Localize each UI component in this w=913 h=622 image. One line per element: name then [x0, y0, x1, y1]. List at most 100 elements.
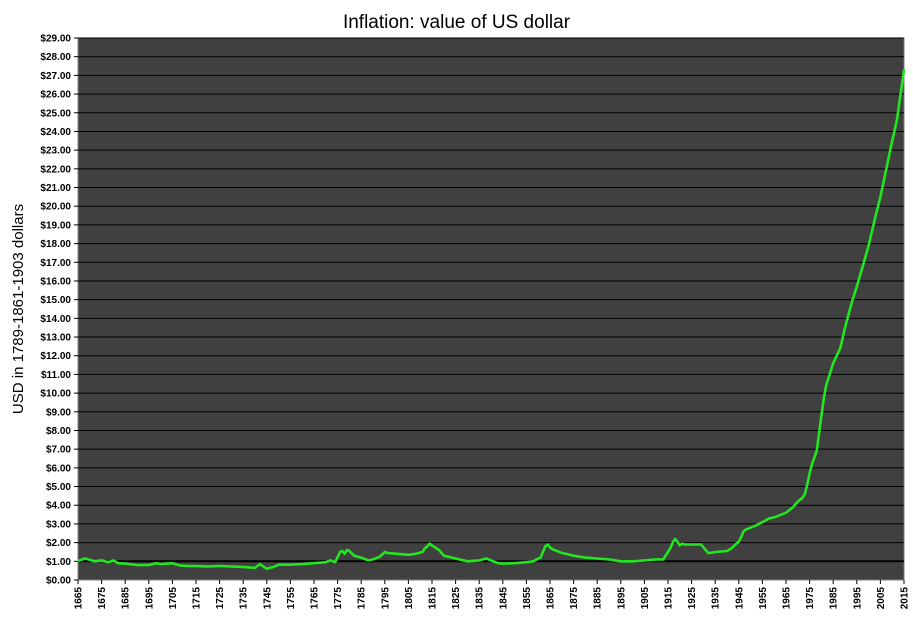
data-point: [735, 542, 738, 545]
data-point: [325, 561, 327, 564]
data-point: [822, 397, 825, 400]
data-point: [761, 521, 764, 523]
data-point: [466, 560, 469, 563]
data-point: [485, 557, 488, 560]
data-point: [277, 563, 280, 566]
data-point: [386, 552, 388, 554]
data-point: [820, 414, 823, 417]
data-point: [851, 300, 853, 303]
data-point: [738, 540, 740, 543]
y-tick-label: $4.00: [46, 501, 71, 512]
data-point: [372, 558, 374, 561]
data-point: [856, 285, 858, 288]
x-tick-label: 1935: [711, 587, 722, 610]
data-point: [136, 564, 138, 566]
data-point: [428, 542, 431, 545]
data-point: [188, 565, 190, 567]
x-tick-label: 1725: [215, 587, 226, 610]
data-point: [839, 347, 842, 350]
data-point: [537, 557, 539, 560]
x-tick-label: 1975: [805, 587, 816, 610]
y-tick-label: $29.00: [40, 34, 71, 45]
data-point: [502, 562, 504, 565]
x-tick-label: 1795: [380, 587, 391, 610]
y-tick-label: $13.00: [40, 333, 71, 344]
data-point: [353, 554, 355, 557]
data-point: [891, 139, 893, 142]
data-point: [490, 559, 492, 562]
data-point: [100, 559, 103, 562]
data-point: [443, 554, 445, 557]
y-tick-label: $26.00: [40, 90, 71, 101]
data-point: [426, 545, 429, 548]
y-tick-label: $3.00: [46, 519, 71, 530]
data-point: [454, 557, 457, 560]
data-point: [818, 433, 820, 436]
data-point: [346, 549, 348, 551]
series-points: [77, 68, 905, 570]
data-point: [421, 551, 424, 553]
data-point: [549, 546, 551, 549]
data-point: [395, 553, 398, 555]
y-tick-label: $14.00: [40, 314, 71, 325]
data-point: [258, 563, 261, 565]
data-point: [655, 558, 657, 561]
data-point: [815, 450, 818, 452]
y-tick-label: $7.00: [46, 445, 71, 456]
x-tick-label: 1965: [782, 587, 793, 610]
y-tick-label: $2.00: [46, 538, 71, 549]
data-point: [608, 558, 610, 561]
data-point: [664, 554, 667, 557]
data-point: [551, 548, 554, 550]
x-tick-label: 1915: [664, 587, 675, 610]
x-tick-label: 1785: [357, 587, 368, 610]
data-point: [903, 68, 905, 71]
data-point: [254, 567, 256, 569]
data-point: [730, 547, 733, 550]
data-point: [542, 551, 544, 553]
data-point: [631, 560, 634, 563]
x-axis-ticks: 1665 1675 1685 1695 1705 1715 1725 1735 1745 1755…: [74, 580, 911, 609]
data-point: [671, 541, 674, 544]
data-point: [620, 560, 622, 563]
data-point: [740, 536, 742, 538]
data-point: [679, 544, 681, 547]
data-point: [643, 559, 646, 562]
data-point: [681, 542, 683, 545]
data-point: [289, 563, 292, 566]
data-point: [379, 555, 381, 558]
data-point: [844, 326, 846, 329]
data-point: [360, 556, 363, 559]
x-tick-label: 1755: [286, 587, 297, 610]
x-tick-label: 1985: [829, 587, 840, 610]
y-tick-label: $24.00: [40, 127, 71, 138]
data-point: [407, 553, 410, 556]
data-point: [159, 563, 162, 565]
data-point: [341, 550, 344, 552]
y-tick-label: $8.00: [46, 426, 71, 437]
data-point: [825, 384, 827, 387]
data-point: [84, 557, 86, 560]
data-point: [874, 214, 877, 217]
x-tick-label: 1715: [192, 587, 203, 610]
x-tick-label: 1865: [546, 587, 557, 610]
data-point: [707, 552, 709, 554]
data-point: [438, 549, 440, 551]
data-point: [676, 540, 679, 543]
data-point: [745, 528, 747, 531]
x-tick-label: 1995: [852, 587, 863, 610]
data-point: [242, 566, 244, 568]
data-point: [742, 530, 745, 533]
data-point: [195, 565, 197, 567]
plot-area: [77, 37, 905, 581]
data-point: [683, 543, 686, 546]
x-tick-label: 1685: [121, 587, 132, 610]
y-tick-label: $20.00: [40, 202, 71, 213]
x-tick-label: 1955: [758, 587, 769, 610]
y-tick-label: $5.00: [46, 482, 71, 493]
data-point: [879, 196, 882, 198]
data-point: [773, 516, 775, 519]
data-point: [171, 562, 174, 564]
x-tick-label: 1805: [404, 587, 415, 610]
